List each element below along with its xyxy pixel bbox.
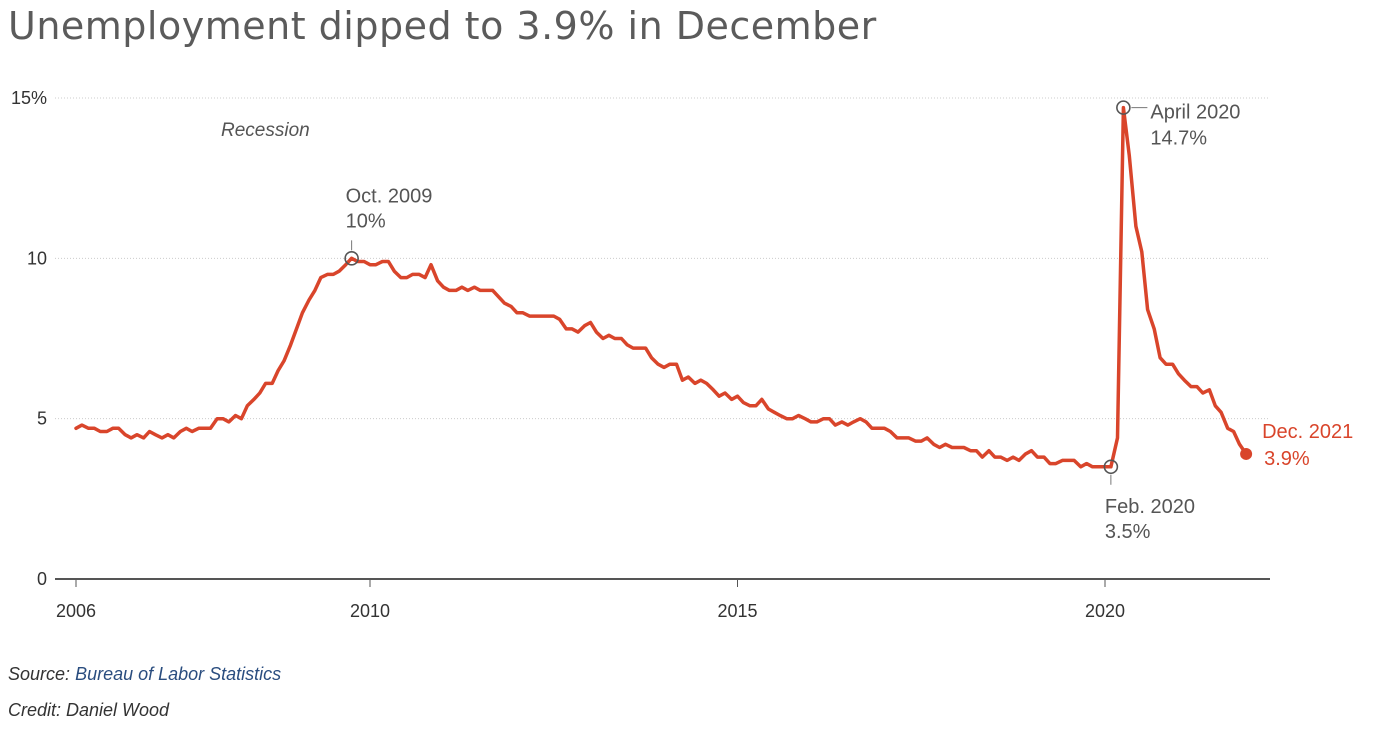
annotation-label: Feb. 2020 bbox=[1105, 496, 1195, 518]
source-link[interactable]: Bureau of Labor Statistics bbox=[75, 664, 282, 684]
series-layer bbox=[74, 105, 1248, 469]
x-tick-label: 2010 bbox=[350, 601, 390, 621]
annotation-value: 14.7% bbox=[1150, 128, 1207, 150]
annotation-value: 10% bbox=[346, 210, 386, 232]
credit-note: Credit: Daniel Wood bbox=[8, 700, 170, 720]
annotation-value: 3.5% bbox=[1105, 521, 1151, 543]
source-note: Source: Bureau of Labor Statistics bbox=[8, 664, 281, 685]
annotation-marker bbox=[344, 251, 359, 266]
gridlines bbox=[55, 97, 1270, 420]
annotation-marker bbox=[1103, 459, 1119, 475]
chart-title: Unemployment dipped to 3.9% in December bbox=[8, 4, 877, 48]
annotation-label: Oct. 2009 bbox=[346, 185, 433, 207]
y-tick-label: 0 bbox=[37, 569, 47, 589]
axes: 0 5 10 15% 2006 2010 2015 2020 Recession bbox=[11, 88, 1270, 621]
x-tick-label: 2015 bbox=[717, 601, 757, 621]
recession-label: Recession bbox=[221, 120, 310, 141]
annotation-value: 3.9% bbox=[1264, 448, 1310, 470]
y-tick-label: 15% bbox=[11, 88, 47, 108]
y-tick-label: 5 bbox=[37, 409, 47, 429]
y-tick-label: 10 bbox=[27, 248, 47, 268]
x-tick-label: 2020 bbox=[1085, 601, 1125, 621]
annotations: Oct. 2009 10% Feb. 2020 3.5% April 2020 14.7%… bbox=[344, 100, 1353, 543]
annotation-label: April 2020 bbox=[1150, 102, 1240, 124]
annotation-marker bbox=[1116, 100, 1131, 115]
x-tick-label: 2006 bbox=[56, 601, 96, 621]
source-label: Source: bbox=[8, 664, 71, 684]
unemployment-line-chart: 0 5 10 15% 2006 2010 2015 2020 Recession Oct. 20… bbox=[11, 88, 1353, 621]
unemployment-line bbox=[74, 105, 1248, 469]
annotation-marker bbox=[1240, 447, 1253, 460]
annotation-label: Dec. 2021 bbox=[1262, 421, 1353, 443]
